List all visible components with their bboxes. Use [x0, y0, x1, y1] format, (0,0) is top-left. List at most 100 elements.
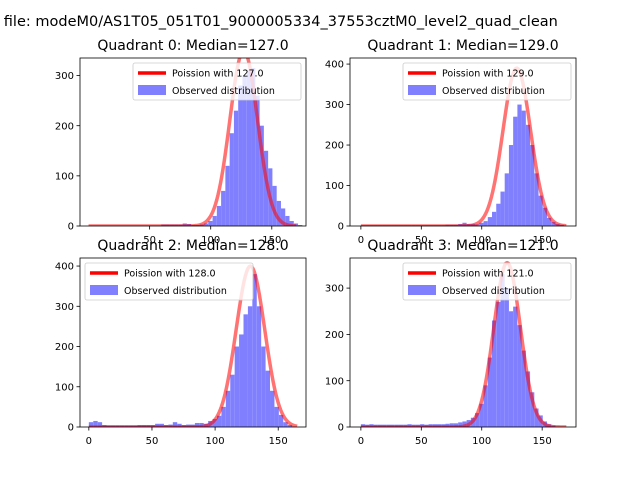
- y-tick-label: 200: [325, 141, 344, 152]
- poisson-curve: [360, 260, 567, 427]
- histogram-bar: [97, 422, 103, 427]
- axes-frame: [79, 257, 307, 428]
- histogram-bar: [487, 357, 493, 427]
- histogram-bar: [239, 334, 244, 427]
- histogram-bar: [289, 220, 294, 226]
- histogram-bar: [221, 406, 226, 427]
- histogram-bar: [247, 306, 253, 427]
- histogram-bar: [208, 220, 213, 226]
- histogram-bar: [508, 145, 514, 226]
- subplot-quadrant-0: 50 100 150 0 100 200 300 Quadrant 0: Median=127…: [55, 38, 307, 246]
- histogram-bar: [534, 408, 539, 427]
- histogram-bar: [504, 288, 509, 427]
- histogram-bar: [285, 215, 290, 226]
- y-tick-label: 0: [68, 222, 74, 233]
- histogram-bar: [458, 422, 463, 427]
- histogram-bar: [513, 306, 518, 427]
- y-tick-label: 200: [55, 342, 74, 353]
- subplot-title: Quadrant 2: Median=128.0: [97, 238, 288, 254]
- x-tick-label: 150: [533, 235, 552, 246]
- histogram-bar: [242, 75, 247, 226]
- histogram-bar: [298, 225, 303, 226]
- x-tick-label: 50: [415, 436, 428, 447]
- histogram-bar: [238, 85, 243, 226]
- y-tick-label: 100: [325, 376, 344, 387]
- legend-patch-swatch: [138, 85, 166, 95]
- legend-label-observed: Observed distribution: [442, 86, 545, 97]
- subplot-title: Quadrant 1: Median=129.0: [367, 38, 558, 54]
- legend-label-observed: Observed distribution: [124, 286, 227, 297]
- x-tick-label: 100: [206, 436, 225, 447]
- y-tick-label: 400: [55, 262, 74, 273]
- histogram-bar: [530, 392, 535, 427]
- histogram-bar: [278, 414, 284, 427]
- y-tick-label: 400: [325, 60, 344, 71]
- histogram-bar: [492, 320, 497, 427]
- subplot-quadrant-1: 0 50 100 150 0 100 200 300 400 Quadrant 1: Median…: [325, 38, 577, 246]
- legend-box: [402, 262, 572, 301]
- subplot-title: Quadrant 0: Median=127.0: [97, 38, 288, 54]
- y-tick-label: 200: [55, 121, 74, 132]
- histogram-bar: [521, 110, 526, 226]
- legend-label-poisson: Poission with 121.0: [442, 269, 534, 280]
- y-tick-label: 300: [325, 100, 344, 111]
- x-tick-label: 150: [533, 436, 552, 447]
- histogram-bar: [252, 274, 257, 427]
- histogram-bar: [500, 274, 505, 427]
- y-tick-label: 0: [338, 423, 344, 434]
- histogram-bar: [496, 301, 501, 427]
- histogram-bar: [500, 191, 505, 226]
- legend-patch-swatch: [408, 85, 436, 95]
- histogram-bar: [259, 125, 264, 226]
- histogram-bar: [261, 346, 266, 427]
- histogram-bar: [483, 221, 488, 226]
- histogram-bar: [243, 314, 248, 427]
- legend-label-poisson: Poission with 127.0: [172, 69, 264, 80]
- legend-patch-swatch: [408, 285, 436, 295]
- x-tick-label: 0: [86, 436, 92, 447]
- subplot-title: Quadrant 3: Median=121.0: [367, 238, 558, 254]
- legend-label-poisson: Poission with 128.0: [124, 269, 216, 280]
- histogram-bar: [475, 413, 480, 427]
- histogram-bar: [233, 110, 239, 226]
- histogram-bar: [525, 371, 531, 427]
- histogram-bar: [221, 190, 226, 226]
- histogram-bar: [504, 173, 509, 226]
- histogram-bar: [212, 418, 217, 427]
- histogram-bar: [517, 325, 522, 427]
- axes-frame: [349, 57, 577, 227]
- legend: Poission with 128.0 Observed distribution: [84, 262, 254, 301]
- histogram-bar: [496, 203, 501, 226]
- y-tick-label: 300: [325, 284, 344, 295]
- y-tick-label: 100: [325, 181, 344, 192]
- histogram-bar: [265, 370, 271, 427]
- histogram-bar: [256, 306, 262, 427]
- x-tick-label: 50: [143, 235, 156, 246]
- y-tick-label: 100: [55, 382, 74, 393]
- histogram-bar: [263, 150, 269, 226]
- x-tick-label: 150: [262, 235, 281, 246]
- histogram-bar: [483, 385, 488, 427]
- histogram-bar: [251, 68, 256, 226]
- legend-box: [132, 62, 302, 101]
- histogram-bar: [449, 423, 454, 427]
- histogram-bar: [246, 70, 252, 226]
- histogram-bar: [216, 415, 222, 427]
- histogram-bar: [280, 208, 286, 226]
- histogram-bar: [534, 173, 539, 226]
- histogram-bar: [283, 422, 288, 427]
- figure-suptitle: n file: modeM0/AS1T05_051T01_9000005334_…: [0, 14, 558, 30]
- y-tick-label: 200: [325, 330, 344, 341]
- legend-label-poisson: Poission with 129.0: [442, 69, 534, 80]
- y-tick-label: 300: [55, 302, 74, 313]
- legend-box: [84, 262, 254, 301]
- histogram-bar: [276, 200, 281, 226]
- histogram-bar: [234, 346, 240, 427]
- histogram-bar: [287, 424, 293, 427]
- x-tick-label: 0: [358, 235, 364, 246]
- legend-patch-swatch: [90, 285, 118, 295]
- axes-frame: [349, 257, 577, 428]
- x-tick-label: 100: [472, 436, 491, 447]
- histogram-bar: [229, 133, 234, 226]
